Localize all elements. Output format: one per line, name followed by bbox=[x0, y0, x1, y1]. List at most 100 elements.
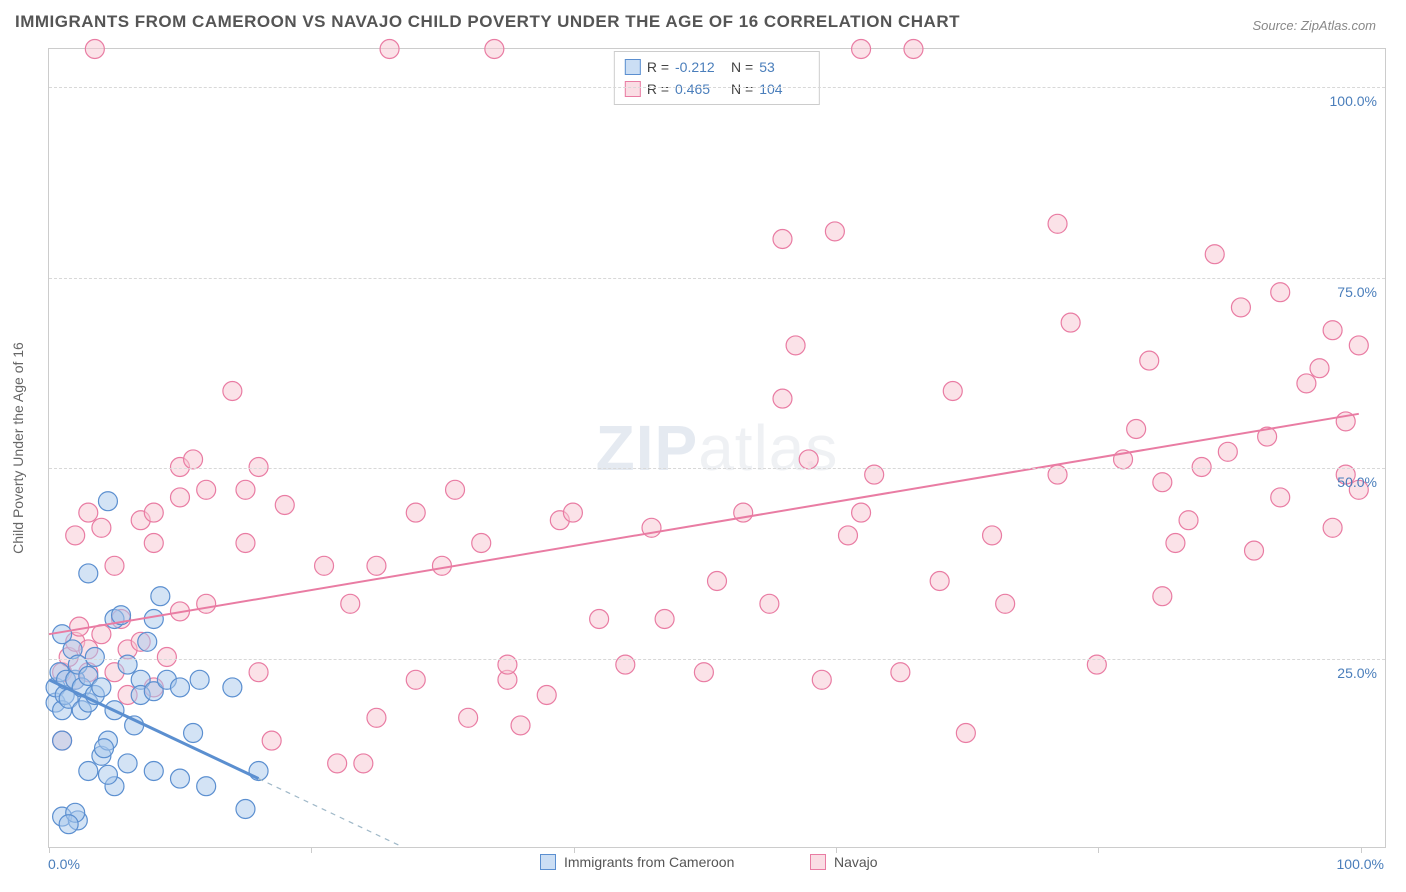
scatter-point-pink bbox=[406, 503, 425, 522]
scatter-point-pink bbox=[79, 503, 98, 522]
scatter-point-pink bbox=[1323, 321, 1342, 340]
x-tick bbox=[836, 847, 837, 853]
scatter-point-blue bbox=[79, 564, 98, 583]
n-value-blue: 53 bbox=[759, 59, 809, 75]
scatter-point-blue bbox=[170, 769, 189, 788]
r-value-blue: -0.212 bbox=[675, 59, 725, 75]
scatter-point-pink bbox=[315, 556, 334, 575]
scatter-point-blue bbox=[184, 724, 203, 743]
scatter-point-pink bbox=[85, 40, 104, 59]
scatter-point-pink bbox=[66, 526, 85, 545]
grid-line bbox=[49, 87, 1385, 88]
legend-label-pink: Navajo bbox=[834, 854, 878, 870]
scatter-point-pink bbox=[1310, 359, 1329, 378]
scatter-point-pink bbox=[930, 572, 949, 591]
chart-title: IMMIGRANTS FROM CAMEROON VS NAVAJO CHILD… bbox=[15, 12, 960, 32]
scatter-point-pink bbox=[904, 40, 923, 59]
correlation-row-blue: R = -0.212 N = 53 bbox=[625, 56, 809, 78]
scatter-point-pink bbox=[786, 336, 805, 355]
y-axis-label: Child Poverty Under the Age of 16 bbox=[10, 342, 26, 554]
scatter-point-blue bbox=[144, 610, 163, 629]
scatter-point-blue bbox=[59, 815, 78, 834]
scatter-point-pink bbox=[773, 389, 792, 408]
scatter-point-pink bbox=[838, 526, 857, 545]
scatter-point-pink bbox=[852, 40, 871, 59]
scatter-point-blue bbox=[223, 678, 242, 697]
scatter-point-pink bbox=[249, 458, 268, 477]
scatter-point-pink bbox=[472, 534, 491, 553]
scatter-point-pink bbox=[996, 594, 1015, 613]
scatter-point-pink bbox=[446, 480, 465, 499]
scatter-point-pink bbox=[1166, 534, 1185, 553]
scatter-point-pink bbox=[956, 724, 975, 743]
scatter-point-pink bbox=[459, 708, 478, 727]
scatter-point-pink bbox=[485, 40, 504, 59]
n-value-pink: 104 bbox=[759, 81, 809, 97]
x-tick-left: 0.0% bbox=[48, 856, 80, 872]
scatter-point-pink bbox=[328, 754, 347, 773]
scatter-point-pink bbox=[891, 663, 910, 682]
scatter-point-pink bbox=[1179, 511, 1198, 530]
r-value-pink: 0.465 bbox=[675, 81, 725, 97]
scatter-point-pink bbox=[1048, 214, 1067, 233]
scatter-point-blue bbox=[197, 777, 216, 796]
scatter-point-blue bbox=[85, 648, 104, 667]
scatter-point-pink bbox=[825, 222, 844, 241]
scatter-point-blue bbox=[144, 762, 163, 781]
scatter-point-pink bbox=[144, 534, 163, 553]
scatter-point-pink bbox=[1271, 488, 1290, 507]
scatter-point-pink bbox=[144, 503, 163, 522]
swatch-pink-icon bbox=[625, 81, 641, 97]
scatter-point-pink bbox=[105, 556, 124, 575]
scatter-point-pink bbox=[367, 708, 386, 727]
grid-line bbox=[49, 278, 1385, 279]
legend-swatch-blue-icon bbox=[540, 854, 556, 870]
scatter-point-pink bbox=[760, 594, 779, 613]
scatter-point-pink bbox=[708, 572, 727, 591]
n-label: N = bbox=[731, 81, 753, 97]
scatter-point-pink bbox=[70, 617, 89, 636]
scatter-point-blue bbox=[190, 670, 209, 689]
scatter-point-pink bbox=[236, 480, 255, 499]
x-tick bbox=[1098, 847, 1099, 853]
swatch-blue-icon bbox=[625, 59, 641, 75]
scatter-point-pink bbox=[563, 503, 582, 522]
scatter-point-blue bbox=[138, 632, 157, 651]
scatter-point-pink bbox=[1323, 518, 1342, 537]
scatter-point-pink bbox=[380, 40, 399, 59]
scatter-point-pink bbox=[170, 488, 189, 507]
scatter-point-blue bbox=[79, 762, 98, 781]
scatter-point-pink bbox=[1349, 336, 1368, 355]
legend-label-blue: Immigrants from Cameroon bbox=[564, 854, 734, 870]
scatter-point-blue bbox=[95, 739, 114, 758]
grid-line bbox=[49, 659, 1385, 660]
scatter-point-pink bbox=[852, 503, 871, 522]
scatter-point-pink bbox=[773, 230, 792, 249]
scatter-plot bbox=[49, 49, 1385, 847]
scatter-point-pink bbox=[367, 556, 386, 575]
y-tick-label: 100.0% bbox=[1330, 93, 1377, 109]
scatter-point-pink bbox=[1192, 458, 1211, 477]
scatter-point-pink bbox=[236, 534, 255, 553]
x-tick bbox=[49, 847, 50, 853]
n-label: N = bbox=[731, 59, 753, 75]
scatter-point-pink bbox=[1153, 473, 1172, 492]
trend-line-blue-ext bbox=[259, 779, 403, 847]
r-label: R = bbox=[647, 81, 669, 97]
scatter-point-pink bbox=[197, 480, 216, 499]
scatter-point-pink bbox=[1231, 298, 1250, 317]
scatter-point-pink bbox=[655, 610, 674, 629]
scatter-point-pink bbox=[983, 526, 1002, 545]
legend-swatch-pink-icon bbox=[810, 854, 826, 870]
scatter-point-pink bbox=[1245, 541, 1264, 560]
scatter-point-pink bbox=[1140, 351, 1159, 370]
correlation-box: R = -0.212 N = 53 R = 0.465 N = 104 bbox=[614, 51, 820, 105]
scatter-point-pink bbox=[943, 382, 962, 401]
x-tick bbox=[574, 847, 575, 853]
scatter-point-pink bbox=[157, 648, 176, 667]
grid-line bbox=[49, 468, 1385, 469]
scatter-point-pink bbox=[812, 670, 831, 689]
scatter-point-pink bbox=[799, 450, 818, 469]
scatter-point-blue bbox=[236, 800, 255, 819]
legend-blue: Immigrants from Cameroon bbox=[540, 854, 734, 870]
